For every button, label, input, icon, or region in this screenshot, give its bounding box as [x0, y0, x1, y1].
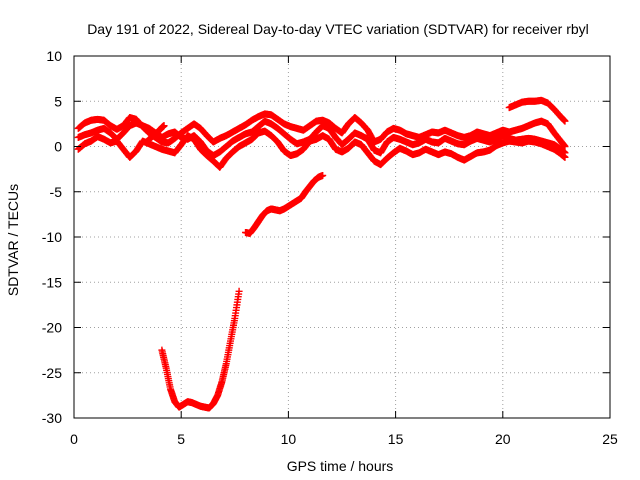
x-tick-label: 0	[70, 431, 78, 447]
y-tick-label: 5	[54, 93, 62, 109]
data-point	[319, 171, 327, 179]
series-early-short	[145, 122, 168, 143]
series-deep-dip	[158, 287, 243, 412]
x-tick-label: 25	[602, 431, 618, 447]
x-tick-label: 5	[177, 431, 185, 447]
x-axis-label: GPS time / hours	[287, 458, 394, 474]
series-trace-b	[74, 117, 569, 160]
series-trace-a	[74, 110, 569, 150]
x-tick-label: 15	[388, 431, 404, 447]
series-trace-c	[74, 127, 569, 171]
y-tick-label: -10	[42, 229, 62, 245]
y-tick-label: -5	[50, 184, 63, 200]
chart-title: Day 191 of 2022, Sidereal Day-to-day VTE…	[87, 21, 589, 37]
data-layer	[74, 96, 569, 412]
data-point	[561, 143, 569, 150]
data-point	[160, 122, 168, 130]
data-point	[561, 153, 569, 161]
y-tick-label: 10	[46, 48, 62, 64]
plot-border	[73, 55, 611, 419]
data-point	[235, 287, 243, 295]
data-point	[561, 117, 569, 125]
series-late-upper	[505, 96, 569, 125]
y-tick-label: -30	[42, 410, 62, 426]
y-axis-label: SDTVAR / TECUs	[5, 184, 21, 296]
y-tick-label: -15	[42, 274, 62, 290]
x-tick-label: 20	[495, 431, 511, 447]
y-tick-label: -20	[42, 320, 62, 336]
series-recovery	[242, 171, 327, 237]
y-tick-label: -25	[42, 365, 62, 381]
axis-layer: 0 5 10 15 20 25 10 5 0 -5 -10 -15 -20 -25 -30	[42, 48, 618, 447]
y-tick-label: 0	[54, 139, 62, 155]
x-tick-label: 10	[281, 431, 297, 447]
